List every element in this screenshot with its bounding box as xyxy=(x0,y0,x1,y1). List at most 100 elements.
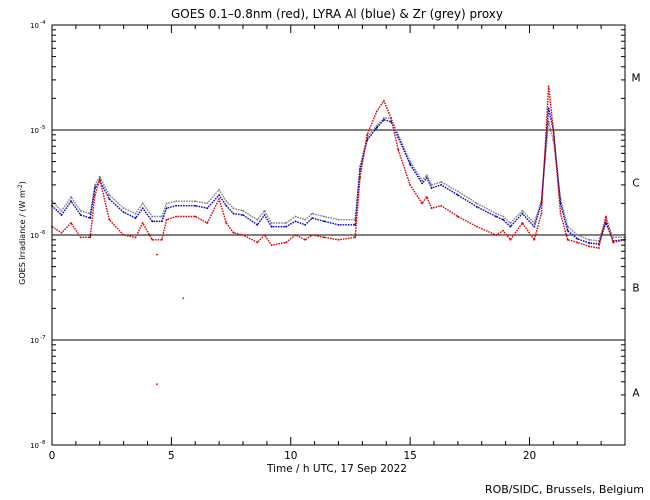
data-point xyxy=(79,236,82,239)
data-point xyxy=(323,220,326,223)
y-axis-label-sup: -2 xyxy=(17,184,24,190)
data-point xyxy=(232,231,235,234)
data-point xyxy=(194,215,197,218)
data-point xyxy=(495,212,497,215)
data-point xyxy=(256,241,259,244)
data-point xyxy=(375,110,378,113)
data-point xyxy=(311,212,314,215)
data-point xyxy=(225,204,228,207)
data-point xyxy=(509,222,512,224)
data-point xyxy=(70,222,72,224)
data-point xyxy=(476,206,478,208)
data-point xyxy=(588,245,591,248)
y-tick-label-sup: -5 xyxy=(40,125,46,131)
data-point xyxy=(60,214,63,216)
data-point xyxy=(141,222,144,224)
data-point xyxy=(60,231,63,234)
data-point xyxy=(409,163,412,166)
series-0 xyxy=(51,117,626,242)
data-point xyxy=(588,238,591,241)
y-axis-label-main: GOES Irradiance / (W m xyxy=(18,190,27,285)
data-point xyxy=(263,214,266,216)
data-point xyxy=(323,236,326,239)
data-point xyxy=(256,218,259,221)
flare-class-label: C xyxy=(632,178,639,190)
data-point xyxy=(375,126,378,129)
data-point xyxy=(175,204,178,207)
data-point xyxy=(60,209,63,212)
chart-title: GOES 0.1–0.8nm (red), LYRA Al (blue) & Z… xyxy=(171,7,503,21)
data-point xyxy=(270,244,273,247)
data-point xyxy=(122,234,125,236)
series-line-2 xyxy=(51,85,626,249)
data-point xyxy=(576,241,579,244)
data-point xyxy=(359,168,361,171)
data-point xyxy=(134,217,137,219)
data-point xyxy=(425,174,428,177)
data-point xyxy=(285,225,287,228)
outlier-point-0 xyxy=(156,253,158,256)
data-point xyxy=(502,229,505,232)
data-point xyxy=(79,214,82,216)
data-point xyxy=(382,117,385,119)
series-2 xyxy=(51,85,626,250)
data-point xyxy=(576,234,579,236)
data-point xyxy=(151,238,154,241)
data-point xyxy=(304,223,306,226)
series-line-1 xyxy=(51,107,626,245)
data-point xyxy=(160,220,163,223)
data-point xyxy=(430,187,433,189)
data-point xyxy=(232,212,235,215)
data-point xyxy=(533,238,536,241)
data-point xyxy=(421,182,423,185)
data-point xyxy=(521,209,524,212)
data-point xyxy=(337,223,340,226)
data-point xyxy=(134,212,137,215)
series-line-0 xyxy=(51,117,625,242)
data-point xyxy=(547,107,550,110)
data-point xyxy=(242,209,244,212)
data-point xyxy=(311,234,314,236)
y-tick-label: 10 xyxy=(30,232,39,240)
data-point xyxy=(206,202,209,205)
data-point xyxy=(612,241,614,244)
data-point xyxy=(430,207,433,210)
data-point xyxy=(122,207,125,210)
x-tick-label: 5 xyxy=(168,450,175,462)
data-point xyxy=(70,200,72,203)
data-point xyxy=(242,234,244,236)
data-point xyxy=(390,117,392,119)
flare-class-label: M xyxy=(631,73,640,85)
data-point xyxy=(588,242,591,244)
y-tick-label-sup: -4 xyxy=(40,20,46,26)
data-point xyxy=(495,215,497,218)
y-tick-label: 10 xyxy=(30,127,39,135)
data-point xyxy=(425,196,428,198)
data-point xyxy=(382,99,385,102)
data-point xyxy=(476,202,478,205)
x-tick-label: 15 xyxy=(403,450,416,462)
data-point xyxy=(382,118,385,121)
data-point xyxy=(79,209,82,212)
data-point xyxy=(225,222,228,224)
data-point xyxy=(165,218,168,221)
data-point xyxy=(547,85,550,88)
data-point xyxy=(304,218,306,221)
data-point xyxy=(605,215,607,218)
data-point xyxy=(160,215,163,218)
data-point xyxy=(566,229,569,232)
data-point xyxy=(354,218,357,221)
data-point xyxy=(270,222,273,224)
data-point xyxy=(294,215,297,218)
x-tick-label: 20 xyxy=(523,450,536,462)
data-point xyxy=(337,218,340,221)
data-point xyxy=(285,241,287,244)
data-point xyxy=(495,234,497,236)
data-point xyxy=(397,148,400,151)
data-point xyxy=(160,238,163,241)
data-point xyxy=(141,202,144,205)
data-point xyxy=(151,220,154,223)
data-point xyxy=(263,234,266,236)
data-point xyxy=(151,215,154,218)
